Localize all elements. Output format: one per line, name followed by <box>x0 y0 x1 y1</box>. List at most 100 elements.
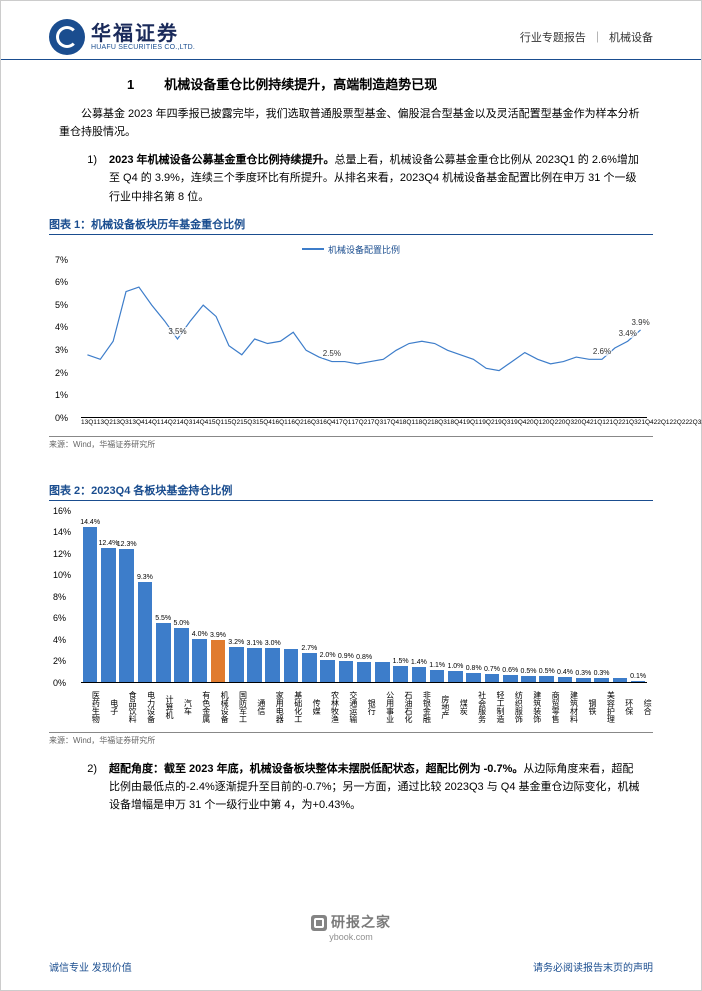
bar-wrap: 0.8% <box>355 662 373 681</box>
bar-value-label: 0.3% <box>575 670 591 677</box>
figure-1-legend-text: 机械设备配置比例 <box>328 243 400 256</box>
x-tick-label: 15Q3 <box>240 418 256 427</box>
x-tick-label: 家用电器 <box>265 683 283 729</box>
bar-value-label: 9.3% <box>137 574 153 581</box>
bullet-1-bold: 2023 年机械设备公募基金重仓比例持续提升。 <box>109 154 335 166</box>
bar <box>320 660 335 682</box>
x-tick-label: 建筑材料 <box>559 683 577 729</box>
bar-wrap: 1.0% <box>446 671 464 682</box>
bar-value-label: 5.5% <box>155 615 171 622</box>
x-tick-label: 美容护理 <box>596 683 614 729</box>
bar <box>594 678 609 681</box>
x-tick-label: 15Q4 <box>256 418 272 427</box>
bar-value-label: 0.5% <box>539 668 555 675</box>
x-tick-label: 13Q1 <box>81 418 97 427</box>
figure-1-xaxis: 13Q113Q213Q313Q414Q114Q214Q314Q415Q115Q2… <box>81 418 651 427</box>
x-tick-label: 机械设备 <box>210 683 228 729</box>
x-tick-label: 16Q1 <box>272 418 288 427</box>
section-heading: 1 机械设备重仓比例持续提升，高端制造趋势已现 <box>49 60 653 101</box>
y-tick-label: 2% <box>55 368 68 378</box>
bar-value-label: 1.0% <box>447 663 463 670</box>
x-tick-label: 环保 <box>614 683 632 729</box>
x-tick-label: 国防军工 <box>228 683 246 729</box>
y-tick-label: 4% <box>53 635 66 645</box>
bar-value-label: 3.9% <box>210 632 226 639</box>
bar-value-label: 3.0% <box>265 640 281 647</box>
x-tick-label: 14Q3 <box>176 418 192 427</box>
bar <box>339 661 354 681</box>
bar <box>539 676 554 681</box>
x-tick-label: 14Q4 <box>192 418 208 427</box>
bar-value-label: 0.8% <box>466 665 482 672</box>
logo: 华福证券 HUAFU SECURITIES CO.,LTD. <box>49 19 195 55</box>
bar-wrap: 14.4% <box>81 527 99 682</box>
bar <box>284 649 299 681</box>
x-tick-label: 22Q3 <box>685 418 701 427</box>
bar-value-label: 1.1% <box>429 662 445 669</box>
footer-left: 诚信专业 发现价值 <box>49 959 132 974</box>
x-tick-label: 通信 <box>247 683 265 729</box>
x-tick-label: 医药生物 <box>81 683 99 729</box>
y-tick-label: 0% <box>53 678 66 688</box>
x-tick-label: 20Q2 <box>542 418 558 427</box>
intro-paragraph: 公募基金 2023 年四季报已披露完毕，我们选取普通股票型基金、偏股混合型基金以… <box>49 101 653 149</box>
figure-2-source: 来源：Wind，华福证券研究所 <box>49 732 653 752</box>
bar-value-label: 0.1% <box>630 673 646 680</box>
bar <box>119 549 134 681</box>
figure-1-plot: 0%1%2%3%4%5%6%7%3.5%2.5%2.6%3.4%3.9% <box>81 260 647 418</box>
x-tick-label: 建筑装饰 <box>522 683 540 729</box>
bar <box>521 676 536 681</box>
bar-wrap: 0.5% <box>519 676 537 681</box>
x-tick-label: 21Q1 <box>590 418 606 427</box>
bullet-2-num: 2) <box>59 760 109 814</box>
header-right: 行业专题报告 ｜ 机械设备 <box>520 29 653 45</box>
bar-wrap: 2.7% <box>300 653 318 682</box>
bar-wrap: 0.3% <box>574 678 592 681</box>
logo-icon <box>49 19 85 55</box>
x-tick-label: 20Q4 <box>574 418 590 427</box>
x-tick-label: 17Q3 <box>367 418 383 427</box>
x-tick-label: 19Q4 <box>510 418 526 427</box>
legend-line-icon <box>302 248 324 250</box>
figure-1-legend: 机械设备配置比例 <box>51 243 651 256</box>
x-tick-label: 银行 <box>357 683 375 729</box>
section-title-text: 机械设备重仓比例持续提升，高端制造趋势已现 <box>164 74 437 93</box>
x-tick-label: 16Q4 <box>320 418 336 427</box>
bar-value-label: 3.2% <box>228 639 244 646</box>
bar-value-label: 0.8% <box>356 654 372 661</box>
figure-2-title: 图表 2：2023Q4 各板块基金持仓比例 <box>49 480 653 501</box>
bar-value-label: 1.4% <box>411 659 427 666</box>
page-footer: 诚信专业 发现价值 请务必阅读报告末页的声明 <box>49 959 653 974</box>
x-tick-label: 17Q2 <box>351 418 367 427</box>
x-tick-label: 钢铁 <box>578 683 596 729</box>
data-callout: 2.6% <box>592 347 612 356</box>
figure-2-xaxis: 医药生物电子食品饮料电力设备计算机汽车有色金属机械设备国防军工通信家用电器基础化… <box>81 683 651 729</box>
y-tick-label: 16% <box>53 506 71 516</box>
bar-wrap: 0.8% <box>465 673 483 682</box>
bar <box>302 653 317 682</box>
y-tick-label: 6% <box>53 613 66 623</box>
bar-wrap: 3.2% <box>227 647 245 681</box>
bar <box>503 675 518 681</box>
x-tick-label: 14Q1 <box>145 418 161 427</box>
x-tick-label: 22Q2 <box>670 418 686 427</box>
x-tick-label: 13Q4 <box>129 418 145 427</box>
bar-value-label: 0.6% <box>502 667 518 674</box>
x-tick-label: 汽车 <box>173 683 191 729</box>
bar-value-label: 1.5% <box>393 658 409 665</box>
data-callout: 2.5% <box>322 349 342 358</box>
bar <box>229 647 244 681</box>
y-tick-label: 5% <box>55 300 68 310</box>
bar-wrap: 1.5% <box>392 666 410 682</box>
bar <box>138 582 153 682</box>
y-tick-label: 8% <box>53 592 66 602</box>
x-tick-label: 综合 <box>633 683 651 729</box>
x-tick-label: 基础化工 <box>283 683 301 729</box>
bar <box>412 667 427 682</box>
bar-wrap: 5.5% <box>154 623 172 682</box>
bar-wrap: 3.0% <box>264 648 282 681</box>
bar-value-label: 0.9% <box>338 653 354 660</box>
separator: ｜ <box>592 32 603 44</box>
x-tick-label: 13Q3 <box>113 418 129 427</box>
y-tick-label: 6% <box>55 277 68 287</box>
